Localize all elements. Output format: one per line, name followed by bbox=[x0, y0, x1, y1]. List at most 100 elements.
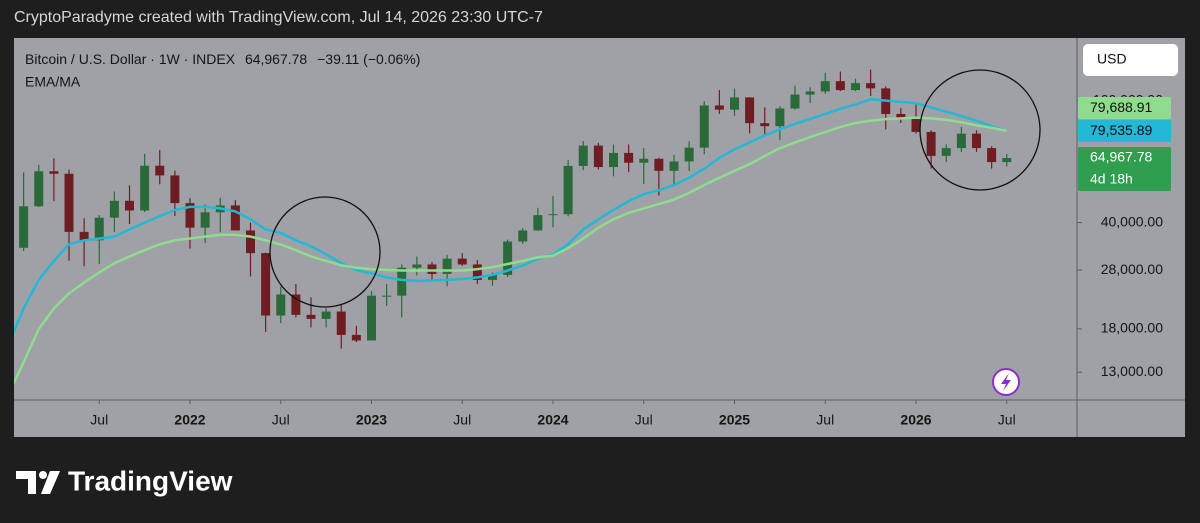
candle-body bbox=[745, 97, 755, 124]
x-tick-label: Jul bbox=[272, 412, 290, 428]
candle-body bbox=[941, 148, 951, 156]
candle-body bbox=[820, 81, 830, 92]
price-tags: 64,967.78 4d 18h 79,535.89 79,688.91 bbox=[1078, 97, 1171, 191]
candle-body bbox=[412, 264, 422, 268]
candle-body bbox=[34, 171, 44, 207]
price-tag bbox=[1078, 146, 1171, 191]
candle-body bbox=[699, 105, 709, 148]
candle-body bbox=[19, 206, 29, 248]
candle-body bbox=[654, 158, 664, 171]
candle-body bbox=[790, 94, 800, 109]
y-tick-label: 13,000.00 bbox=[1101, 363, 1163, 379]
x-tick-label: Jul bbox=[816, 412, 834, 428]
candle-body bbox=[306, 314, 316, 319]
price-tag bbox=[1078, 97, 1171, 120]
currency-label: USD bbox=[1097, 51, 1127, 67]
candle-body bbox=[457, 258, 467, 265]
candle-body bbox=[336, 311, 346, 335]
price-tag-label: 79,688.91 bbox=[1090, 99, 1152, 115]
candle-body bbox=[261, 253, 271, 316]
candle-body bbox=[442, 258, 452, 274]
candle-body bbox=[866, 83, 876, 89]
candle-body bbox=[382, 295, 392, 297]
candle-body bbox=[851, 83, 860, 91]
chart-panel bbox=[14, 38, 1185, 437]
x-axis: Jul 2022 Jul 2023 Jul 2024 Jul 2025 Jul 2026 Jul bbox=[90, 400, 1016, 428]
header-bar-text: CryptoParadyme created with TradingView.… bbox=[14, 9, 543, 26]
candle-body bbox=[624, 152, 634, 163]
x-tick-label: 2024 bbox=[537, 412, 568, 428]
candle-body bbox=[518, 230, 528, 242]
symbol: Bitcoin / U.S. Dollar · 1W · INDEX bbox=[25, 51, 236, 67]
candle-body bbox=[609, 152, 618, 168]
footer-brand: TradingView bbox=[68, 465, 233, 496]
candle-body bbox=[246, 230, 255, 254]
annotation-circle bbox=[269, 196, 381, 308]
price-change: −39.11 (−0.06%) bbox=[317, 51, 420, 67]
x-tick-label: Jul bbox=[998, 412, 1016, 428]
candle-body bbox=[684, 147, 694, 162]
candle-body bbox=[835, 81, 845, 91]
candle-body bbox=[563, 165, 573, 215]
candle-body bbox=[230, 205, 240, 231]
candle-body bbox=[972, 133, 981, 149]
x-tick-label: Jul bbox=[635, 412, 653, 428]
candle-body bbox=[170, 175, 180, 204]
y-tick-label: 28,000.00 bbox=[1101, 261, 1163, 277]
price-tag-countdown: 4d 18h bbox=[1090, 171, 1133, 187]
candle-body bbox=[397, 267, 407, 296]
candle-body bbox=[503, 241, 513, 275]
indicator-line bbox=[14, 97, 1008, 335]
plot-area bbox=[14, 69, 1012, 386]
candle-body bbox=[321, 311, 331, 319]
candle-body bbox=[578, 145, 588, 166]
candle-body bbox=[64, 173, 74, 232]
candle-body bbox=[427, 264, 437, 274]
y-tick-label: 18,000.00 bbox=[1101, 320, 1163, 336]
candle-body bbox=[1002, 157, 1012, 163]
candle-body bbox=[730, 97, 739, 110]
candle-body bbox=[896, 114, 906, 119]
candle-body bbox=[155, 165, 165, 176]
x-tick-label: 2025 bbox=[719, 412, 750, 428]
candle-body bbox=[291, 294, 301, 315]
candle-body bbox=[140, 165, 150, 211]
x-tick-label: 2022 bbox=[174, 412, 205, 428]
x-tick-label: Jul bbox=[453, 412, 471, 428]
candle-body bbox=[533, 215, 543, 231]
candle-body bbox=[49, 171, 59, 174]
candle-body bbox=[351, 334, 361, 341]
candle-body bbox=[669, 161, 679, 171]
x-tick-label: 2023 bbox=[356, 412, 387, 428]
candle-body bbox=[200, 212, 210, 228]
indicator-label: EMA/MA bbox=[25, 74, 81, 90]
candle-body bbox=[926, 131, 936, 156]
candle-body bbox=[987, 148, 997, 163]
legend-line: Bitcoin / U.S. Dollar · 1W · INDEX 64,96… bbox=[25, 51, 420, 67]
currency-button[interactable] bbox=[1083, 44, 1178, 76]
candle-body bbox=[714, 105, 724, 110]
candle-body bbox=[367, 295, 376, 341]
candle-body bbox=[472, 264, 482, 280]
candle-body bbox=[276, 294, 286, 316]
candle-body bbox=[911, 118, 921, 132]
candle-body bbox=[185, 203, 195, 228]
footer-logo bbox=[16, 471, 60, 494]
price-tag-label: 64,967.78 bbox=[1090, 149, 1152, 165]
price-tag-label: 79,535.89 bbox=[1090, 122, 1152, 138]
x-tick-label: 2026 bbox=[900, 412, 931, 428]
candle-body bbox=[488, 274, 497, 280]
candle-body bbox=[593, 145, 603, 168]
annotation-circle bbox=[919, 69, 1041, 191]
y-tick-label: 40,000.00 bbox=[1101, 213, 1163, 229]
candle-body bbox=[109, 200, 119, 218]
candle-body bbox=[79, 231, 89, 241]
price-tag bbox=[1078, 120, 1171, 143]
watermark-icon bbox=[992, 368, 1020, 396]
candle-body bbox=[548, 214, 558, 216]
candle-body bbox=[805, 91, 815, 95]
x-tick-label: Jul bbox=[90, 412, 108, 428]
candle-body bbox=[639, 158, 649, 163]
last-price: 64,967.78 bbox=[245, 51, 307, 67]
